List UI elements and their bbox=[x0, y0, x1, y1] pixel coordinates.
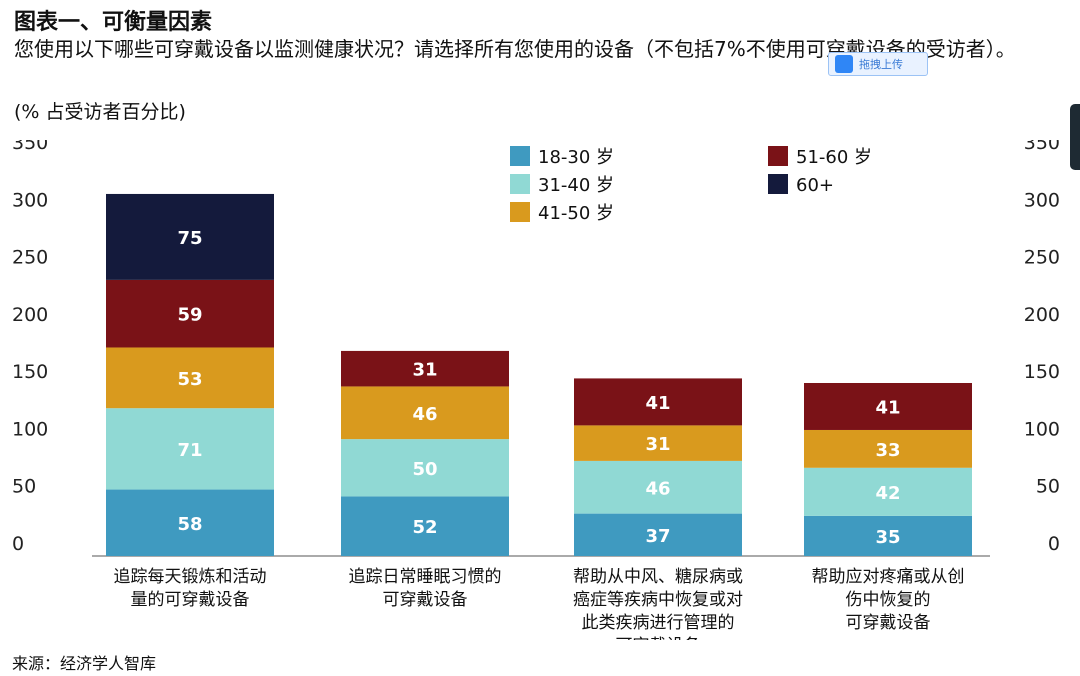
drag-upload-button[interactable]: 拖拽上传 bbox=[828, 52, 928, 76]
bar-segment bbox=[574, 460, 742, 514]
upload-cloud-icon bbox=[835, 55, 853, 73]
bar-value-label: 50 bbox=[412, 459, 437, 480]
drag-upload-label: 拖拽上传 bbox=[859, 58, 903, 71]
bar-value-label: 53 bbox=[177, 369, 202, 390]
bar-segment bbox=[106, 489, 274, 556]
y-tick-label-left: 300 bbox=[12, 189, 48, 211]
y-tick-label-left: 200 bbox=[12, 304, 48, 326]
y-tick-label-left: 250 bbox=[12, 247, 48, 269]
y-tick-label-left: 150 bbox=[12, 361, 48, 383]
bar-value-label: 33 bbox=[875, 440, 900, 461]
x-category-label: 量的可穿戴设备 bbox=[131, 590, 250, 610]
y-tick-label-right: 50 bbox=[1036, 476, 1060, 498]
y-tick-label-left: 100 bbox=[12, 418, 48, 440]
x-category-label: 追踪每天锻炼和活动 bbox=[114, 567, 267, 587]
stacked-bar-chart: 0 0 50 50 100 100 150 150 200 200 250 250 300 300 350 3… bbox=[12, 140, 1060, 640]
bar-segment bbox=[341, 386, 509, 440]
x-category-label: 可穿戴设备 bbox=[846, 613, 931, 633]
bar-value-label: 71 bbox=[177, 440, 202, 461]
y-tick-label-left: 0 bbox=[12, 533, 24, 555]
legend-label: 60+ bbox=[796, 175, 834, 196]
bar-segment bbox=[574, 425, 742, 461]
bar-value-label: 58 bbox=[177, 514, 202, 535]
bar-value-label: 31 bbox=[412, 360, 437, 381]
bar-segment bbox=[106, 279, 274, 348]
bar-segment bbox=[106, 193, 274, 280]
x-category-label: 可穿戴设备 bbox=[383, 590, 468, 610]
bar-segment bbox=[804, 382, 972, 430]
x-category-label: 可穿戴设备 bbox=[616, 636, 701, 640]
x-category-label: 追踪日常睡眠习惯的 bbox=[349, 567, 502, 587]
y-tick-label-right: 0 bbox=[1048, 533, 1060, 555]
bar-value-label: 41 bbox=[875, 397, 900, 418]
legend-label: 51-60 岁 bbox=[796, 147, 872, 168]
bar-segment bbox=[106, 408, 274, 490]
x-category-label: 帮助从中风、糖尿病或 bbox=[573, 567, 743, 587]
bar-value-label: 59 bbox=[177, 305, 202, 326]
bar-value-label: 46 bbox=[412, 404, 437, 425]
y-tick-label-right: 350 bbox=[1024, 140, 1060, 154]
x-category-label: 此类疾病进行管理的 bbox=[582, 613, 735, 633]
bar-segment bbox=[574, 513, 742, 556]
legend-swatch bbox=[510, 146, 530, 166]
y-tick-label-right: 300 bbox=[1024, 189, 1060, 211]
x-category-label: 癌症等疾病中恢复或对 bbox=[573, 590, 743, 610]
chart-source: 来源：经济学人智库 bbox=[12, 654, 157, 673]
bar-value-label: 52 bbox=[412, 517, 437, 538]
legend-label: 31-40 岁 bbox=[538, 175, 614, 196]
bar-segment bbox=[804, 467, 972, 516]
bar-value-label: 31 bbox=[645, 434, 670, 455]
bar-value-label: 46 bbox=[645, 478, 670, 499]
y-tick-label-right: 250 bbox=[1024, 247, 1060, 269]
legend-swatch bbox=[768, 174, 788, 194]
chart-title: 图表一、可衡量因素 bbox=[14, 10, 213, 35]
y-tick-label-left: 50 bbox=[12, 476, 36, 498]
legend-swatch bbox=[768, 146, 788, 166]
bar-value-label: 35 bbox=[875, 527, 900, 548]
legend-label: 41-50 岁 bbox=[538, 203, 614, 224]
x-category-label: 伤中恢复的 bbox=[846, 590, 931, 610]
bar-segment bbox=[106, 347, 274, 409]
y-tick-label-left: 350 bbox=[12, 140, 48, 154]
x-category-label: 帮助应对疼痛或从创 bbox=[812, 567, 965, 587]
bar-value-label: 75 bbox=[177, 228, 202, 249]
legend-label: 18-30 岁 bbox=[538, 147, 614, 168]
legend-swatch bbox=[510, 202, 530, 222]
bar-segment bbox=[341, 496, 509, 556]
y-tick-label-right: 100 bbox=[1024, 418, 1060, 440]
bar-segment bbox=[804, 515, 972, 556]
y-tick-label-right: 200 bbox=[1024, 304, 1060, 326]
legend-swatch bbox=[510, 174, 530, 194]
bar-segment bbox=[341, 350, 509, 387]
bar-segment bbox=[574, 378, 742, 426]
bar-segment bbox=[804, 429, 972, 468]
bar-value-label: 42 bbox=[875, 483, 900, 504]
chart-unit-label: (% 占受访者百分比) bbox=[14, 101, 186, 123]
y-tick-label-right: 150 bbox=[1024, 361, 1060, 383]
bar-segment bbox=[341, 439, 509, 497]
bar-value-label: 37 bbox=[645, 526, 670, 547]
side-widget-edge[interactable] bbox=[1070, 104, 1080, 170]
bar-value-label: 41 bbox=[645, 393, 670, 414]
